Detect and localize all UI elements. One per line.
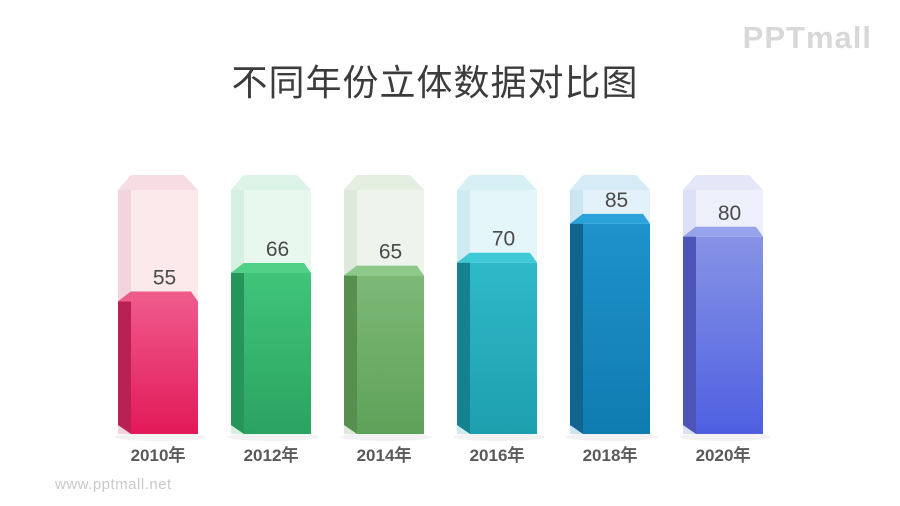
bar-shadow [227, 433, 319, 441]
bar-shadow [566, 433, 658, 441]
value-front-face [244, 273, 311, 434]
bar-shadow [679, 433, 771, 441]
ghost-top-face [570, 175, 650, 190]
ghost-top-face [231, 175, 311, 190]
value-front-face [470, 262, 537, 434]
value-front-face [583, 223, 650, 434]
value-top-face [570, 213, 650, 224]
value-top-face [118, 291, 198, 302]
value-side-face [118, 291, 131, 434]
value-side-face [231, 263, 244, 434]
bar-shadow [453, 433, 545, 441]
value-side-face [344, 265, 357, 434]
category-label: 2010年 [131, 445, 186, 465]
bar-shadow [340, 433, 432, 441]
ghost-top-face [457, 175, 537, 190]
value-label: 65 [379, 241, 402, 264]
value-side-face [683, 226, 696, 434]
category-label: 2014年 [357, 445, 412, 465]
ghost-top-face [118, 175, 198, 190]
value-front-face [357, 275, 424, 434]
value-side-face [570, 213, 583, 434]
value-side-face [457, 252, 470, 434]
pptmall-logo: PPTmall [742, 20, 872, 55]
bar-column-2018年: 85 2018年 [566, 175, 658, 465]
bar-column-2014年: 65 2014年 [340, 175, 432, 465]
value-label: 85 [605, 189, 628, 212]
value-top-face [231, 263, 311, 274]
ghost-top-face [683, 175, 763, 190]
value-label: 80 [718, 202, 741, 225]
value-front-face [696, 236, 763, 434]
value-top-face [344, 265, 424, 276]
bar-column-2016年: 70 2016年 [453, 175, 545, 465]
watermark-url: www.pptmall.net [55, 476, 172, 493]
value-top-face [457, 252, 537, 263]
value-top-face [683, 226, 763, 237]
value-label: 66 [266, 238, 289, 261]
category-label: 2020年 [696, 445, 751, 465]
bar-shadow [114, 433, 206, 441]
slide-title: 不同年份立体数据对比图 [231, 62, 639, 103]
value-label: 55 [153, 267, 176, 290]
category-label: 2018年 [583, 445, 638, 465]
bar-column-2010年: 55 2010年 [114, 175, 206, 465]
value-front-face [131, 301, 198, 434]
value-label: 70 [492, 228, 515, 251]
bar-column-2012年: 66 2012年 [227, 175, 319, 465]
bar-column-2020年: 80 2020年 [679, 175, 771, 465]
ghost-top-face [344, 175, 424, 190]
category-label: 2012年 [244, 445, 299, 465]
category-label: 2016年 [470, 445, 525, 465]
